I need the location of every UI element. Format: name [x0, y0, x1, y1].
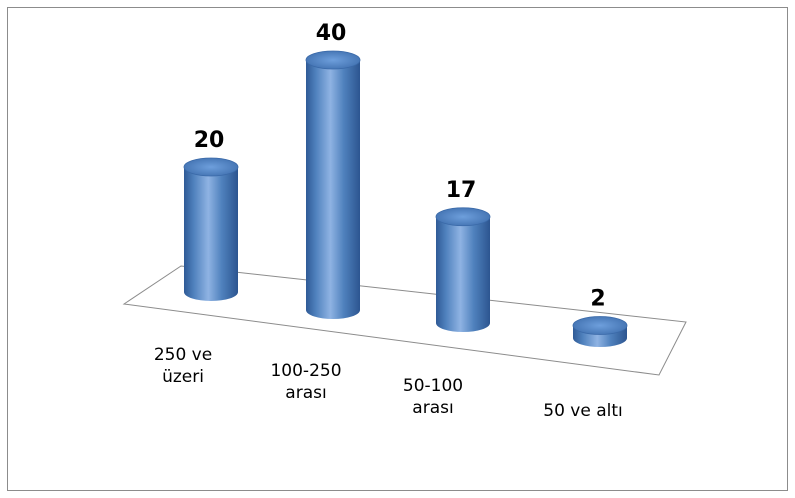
- bar-top: [572, 316, 628, 335]
- bars-group: [183, 50, 628, 347]
- category-label-line: 100-250: [270, 361, 341, 381]
- category-label-line: arası: [412, 398, 453, 418]
- bar-1: [183, 157, 239, 301]
- bar-2: [305, 50, 361, 319]
- category-label-line: 250 ve: [154, 345, 212, 365]
- bar-4: [572, 316, 628, 347]
- data-label: 17: [446, 178, 477, 203]
- category-label: 50 ve altı: [543, 401, 623, 421]
- bar-body: [436, 216, 490, 332]
- data-label: 2: [590, 287, 605, 312]
- category-label-line: 50-100: [403, 376, 463, 396]
- bar-top: [305, 50, 361, 70]
- bar-body: [306, 60, 360, 319]
- category-labels-group: 250 ve üzeri 100-250 arası 50-100 arası 50 ve …: [154, 345, 623, 421]
- category-label: 100-250 arası: [270, 361, 341, 403]
- data-labels-group: 20 40 17 2: [194, 21, 606, 312]
- data-label: 20: [194, 128, 225, 153]
- data-label: 40: [316, 21, 347, 46]
- chart-floor: [122, 265, 687, 376]
- category-label: 250 ve üzeri: [154, 345, 212, 387]
- bar-top: [435, 207, 491, 227]
- bar-3: [435, 207, 491, 332]
- category-label-line: arası: [285, 383, 326, 403]
- chart-frame: [7, 7, 788, 491]
- bar-body: [184, 167, 238, 301]
- category-label-line: 50 ve altı: [543, 401, 623, 421]
- category-label: 50-100 arası: [403, 376, 463, 418]
- category-label-line: üzeri: [162, 367, 204, 387]
- bar-top: [183, 157, 239, 177]
